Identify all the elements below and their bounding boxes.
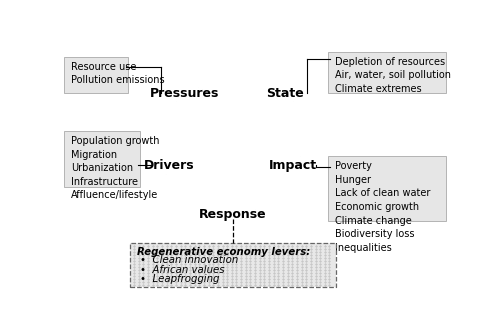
FancyBboxPatch shape xyxy=(328,52,446,94)
Text: Poverty
Hunger
Lack of clean water
Economic growth
Climate change
Biodiversity l: Poverty Hunger Lack of clean water Econo… xyxy=(334,161,430,253)
Text: Population growth
Migration
Urbanization
Infrastructure
Affluence/lifestyle: Population growth Migration Urbanization… xyxy=(71,136,160,200)
Text: Regenerative economy levers:: Regenerative economy levers: xyxy=(138,247,310,257)
FancyBboxPatch shape xyxy=(64,57,128,94)
Text: Depletion of resources
Air, water, soil pollution
Climate extremes: Depletion of resources Air, water, soil … xyxy=(334,57,450,94)
FancyArrowPatch shape xyxy=(156,101,176,156)
FancyBboxPatch shape xyxy=(130,243,336,287)
Text: State: State xyxy=(266,87,304,100)
FancyArrowPatch shape xyxy=(293,101,308,157)
Text: Drivers: Drivers xyxy=(144,159,194,172)
FancyBboxPatch shape xyxy=(64,131,140,186)
Text: Pressures: Pressures xyxy=(150,87,219,100)
FancyArrowPatch shape xyxy=(166,174,211,210)
Text: Resource use
Pollution emissions: Resource use Pollution emissions xyxy=(71,62,164,85)
Text: Response: Response xyxy=(199,208,267,221)
Text: •  Leapfrogging: • Leapfrogging xyxy=(140,274,220,284)
FancyArrowPatch shape xyxy=(198,68,272,88)
Text: Impact: Impact xyxy=(269,159,317,172)
FancyBboxPatch shape xyxy=(328,156,446,220)
Text: •  African values: • African values xyxy=(140,265,224,275)
Text: •  Clean innovation: • Clean innovation xyxy=(140,255,238,265)
FancyArrowPatch shape xyxy=(255,174,285,210)
